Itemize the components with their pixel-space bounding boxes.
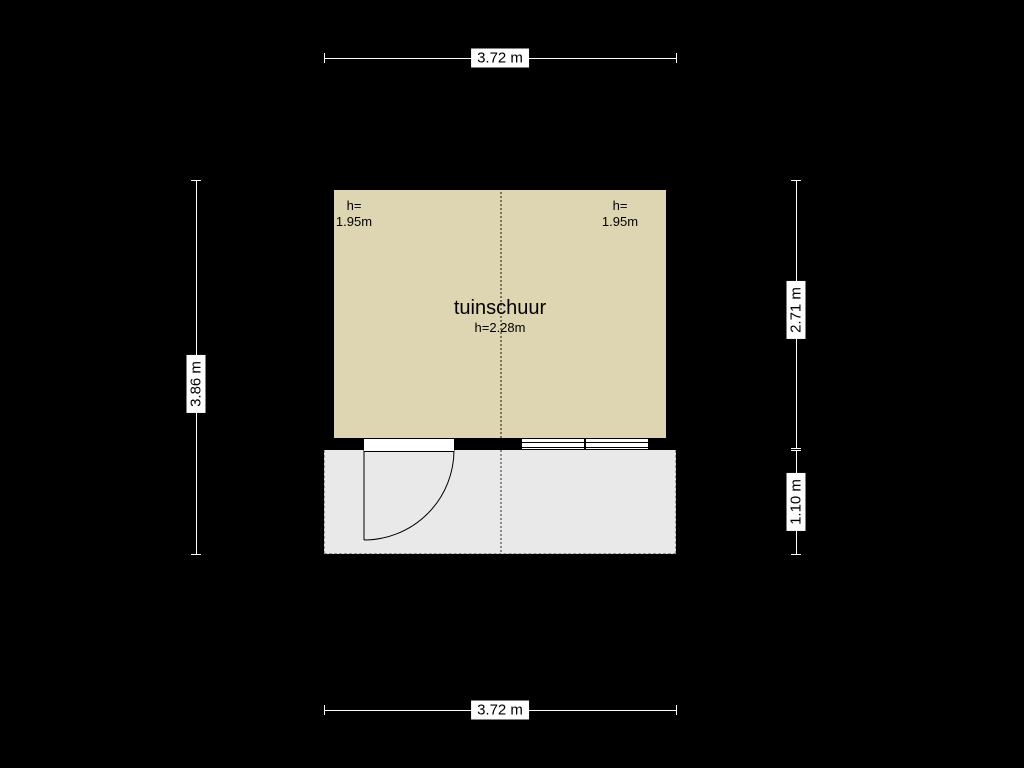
dim-tick-left-bottom <box>191 554 201 555</box>
dimension-left: 3.86 m <box>187 355 206 413</box>
eave-height-label-line1: h= <box>336 198 372 214</box>
room-name-title: tuinschuur <box>454 297 546 320</box>
door-opening <box>364 438 454 452</box>
wall-left <box>324 180 334 448</box>
south-wall-segment <box>648 438 676 450</box>
dim-tick-top-left <box>324 53 325 63</box>
dim-tick-ru-bottom <box>791 448 801 449</box>
floorplan-canvas: h= 1.95m h= 1.95m tuinschuur h=2.28m 3.7… <box>0 0 1024 768</box>
dim-tick-ru-top <box>791 180 801 181</box>
eave-height-label-left: h= 1.95m <box>336 198 372 231</box>
window <box>522 438 648 450</box>
dim-tick-rl-top <box>791 450 801 451</box>
dimension-top: 3.72 m <box>471 49 529 68</box>
south-wall-segment <box>324 438 364 450</box>
dim-tick-rl-bottom <box>791 554 801 555</box>
dimension-bottom: 3.72 m <box>471 701 529 720</box>
dimension-right-upper: 2.71 m <box>787 281 806 339</box>
eave-height-label-line2: 1.95m <box>602 214 638 230</box>
window-mullion <box>584 439 586 449</box>
dimension-right-lower: 1.10 m <box>787 473 806 531</box>
room-name: tuinschuur h=2.28m <box>454 297 546 335</box>
wall-top <box>324 180 676 190</box>
eave-height-label-line2: 1.95m <box>336 214 372 230</box>
porch-ridge-line <box>500 450 502 552</box>
eave-height-label-line1: h= <box>602 198 638 214</box>
south-wall-segment <box>454 438 522 450</box>
dim-tick-bottom-left <box>324 705 325 715</box>
wall-right <box>666 180 676 448</box>
dim-tick-left-top <box>191 180 201 181</box>
dim-tick-top-right <box>676 53 677 63</box>
dim-tick-bottom-right <box>676 705 677 715</box>
room-center-height: h=2.28m <box>454 320 546 335</box>
eave-height-label-right: h= 1.95m <box>602 198 638 231</box>
